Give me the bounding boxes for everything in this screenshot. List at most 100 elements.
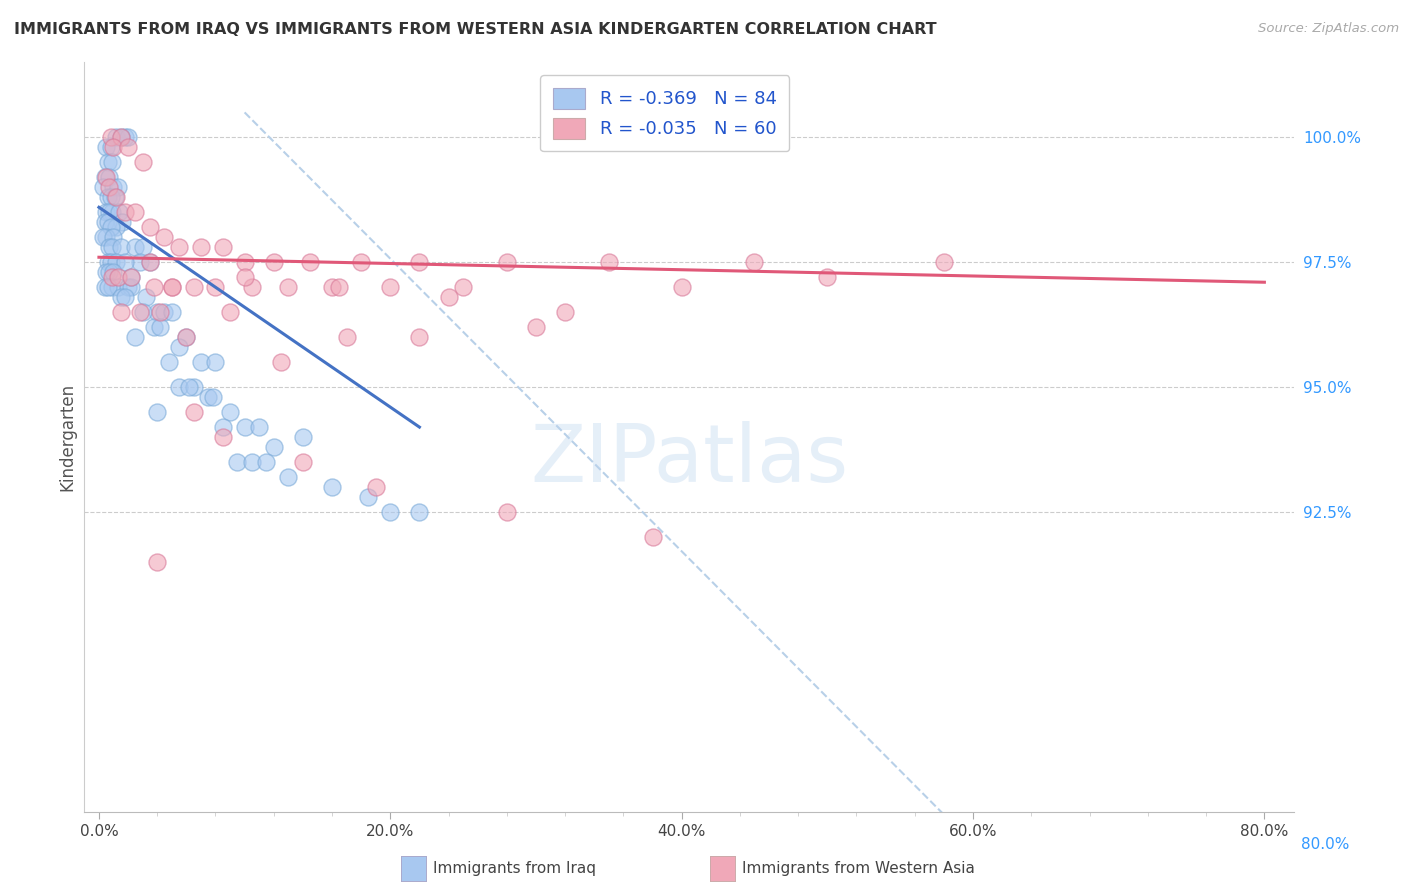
Point xyxy=(167,380,190,394)
Point xyxy=(91,180,114,194)
Point xyxy=(321,480,343,494)
Point xyxy=(240,455,263,469)
Point xyxy=(101,240,124,254)
Point xyxy=(96,265,118,279)
Point xyxy=(107,270,129,285)
Point xyxy=(131,240,153,254)
Point xyxy=(105,190,128,204)
Point xyxy=(160,280,183,294)
Point xyxy=(143,320,166,334)
Point xyxy=(554,305,576,319)
Point xyxy=(299,255,322,269)
Point xyxy=(183,280,205,294)
Point xyxy=(105,130,128,145)
Point xyxy=(107,280,129,294)
Point xyxy=(160,280,183,294)
Text: Immigrants from Iraq: Immigrants from Iraq xyxy=(433,862,596,876)
Point xyxy=(97,215,120,229)
Text: ZIPatlas: ZIPatlas xyxy=(530,420,848,499)
Point xyxy=(277,280,299,294)
Point xyxy=(120,270,142,285)
Point xyxy=(437,290,460,304)
Point xyxy=(94,280,117,294)
Point xyxy=(97,255,120,269)
Point xyxy=(598,255,620,269)
Point xyxy=(131,155,153,169)
Point xyxy=(128,305,150,319)
Point xyxy=(98,240,121,254)
Point xyxy=(120,270,142,285)
Point xyxy=(321,280,343,294)
Point xyxy=(111,215,134,229)
Point xyxy=(117,280,139,294)
Point xyxy=(336,330,359,344)
Point xyxy=(149,305,172,319)
Point xyxy=(211,240,233,254)
Point xyxy=(408,330,430,344)
Point xyxy=(226,455,249,469)
Point xyxy=(97,280,120,294)
Point xyxy=(104,190,127,204)
Point xyxy=(233,420,256,434)
Point xyxy=(110,305,132,319)
Point xyxy=(107,180,129,194)
Point xyxy=(97,190,120,204)
Point xyxy=(263,440,285,454)
Point xyxy=(815,270,838,285)
Point xyxy=(110,290,132,304)
Point xyxy=(94,215,117,229)
Point xyxy=(211,420,233,434)
Point xyxy=(98,180,121,194)
Point xyxy=(380,280,402,294)
Point xyxy=(110,130,132,145)
Point xyxy=(291,430,314,444)
Point xyxy=(932,255,955,269)
Point xyxy=(114,205,136,219)
Point xyxy=(108,205,131,219)
Point xyxy=(495,505,517,519)
Point xyxy=(183,380,205,394)
Point xyxy=(146,555,169,569)
Point xyxy=(114,290,136,304)
Point xyxy=(263,255,285,269)
Point xyxy=(157,355,180,369)
Point xyxy=(357,490,380,504)
Point xyxy=(149,320,172,334)
Point xyxy=(143,280,166,294)
Point xyxy=(103,265,125,279)
Point xyxy=(97,155,120,169)
Point xyxy=(100,255,122,269)
Point xyxy=(211,430,233,444)
Point xyxy=(240,280,263,294)
Point xyxy=(146,405,169,419)
Point xyxy=(204,280,226,294)
Point xyxy=(219,405,242,419)
Point xyxy=(128,255,150,269)
Text: IMMIGRANTS FROM IRAQ VS IMMIGRANTS FROM WESTERN ASIA KINDERGARTEN CORRELATION CH: IMMIGRANTS FROM IRAQ VS IMMIGRANTS FROM … xyxy=(14,22,936,37)
Point xyxy=(96,170,118,185)
Point xyxy=(256,455,278,469)
Text: 80.0%: 80.0% xyxy=(1301,837,1348,852)
Text: Source: ZipAtlas.com: Source: ZipAtlas.com xyxy=(1258,22,1399,36)
Point xyxy=(219,305,242,319)
Point xyxy=(100,140,122,154)
Legend: R = -0.369   N = 84, R = -0.035   N = 60: R = -0.369 N = 84, R = -0.035 N = 60 xyxy=(540,75,789,152)
Point xyxy=(641,530,664,544)
Point xyxy=(153,305,176,319)
Point xyxy=(103,180,125,194)
Point xyxy=(105,220,128,235)
Point xyxy=(204,355,226,369)
Point xyxy=(364,480,387,494)
Point xyxy=(96,205,118,219)
Point xyxy=(91,230,114,244)
Point xyxy=(110,240,132,254)
Point xyxy=(100,220,122,235)
Point xyxy=(101,270,124,285)
Point xyxy=(114,255,136,269)
Point xyxy=(744,255,766,269)
Text: Immigrants from Western Asia: Immigrants from Western Asia xyxy=(742,862,976,876)
Point xyxy=(176,330,198,344)
Point xyxy=(124,240,146,254)
Point xyxy=(96,140,118,154)
Point xyxy=(176,330,198,344)
